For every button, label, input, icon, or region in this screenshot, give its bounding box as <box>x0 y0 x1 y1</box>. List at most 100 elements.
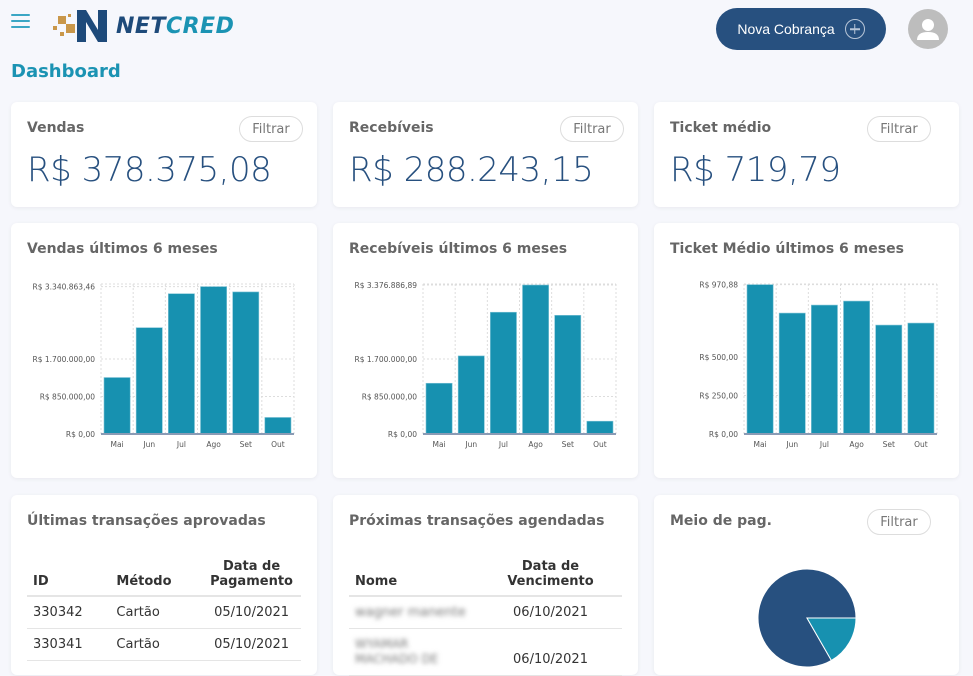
bar-set <box>875 324 903 435</box>
chart-title: Recebíveis últimos 6 meses <box>349 241 568 257</box>
y-tick-label: R$ 970,88 <box>699 281 738 290</box>
y-tick-label: R$ 1.700.000,00 <box>33 355 96 364</box>
avatar[interactable] <box>908 9 948 49</box>
page-title: Dashboard <box>11 61 121 82</box>
bar-ago <box>522 284 549 435</box>
column-header: Data de Vencimento <box>479 559 622 597</box>
cell-id: 330341 <box>27 628 111 661</box>
y-tick-label: R$ 850.000,00 <box>40 393 96 402</box>
stat-value: R$ 719,79 <box>670 150 841 190</box>
x-tick-label: Out <box>593 440 607 449</box>
cell-name: wagner manente <box>349 596 479 629</box>
card-title: Próximas transações agendadas <box>349 513 605 529</box>
y-tick-label: R$ 500,00 <box>699 353 738 362</box>
filter-button[interactable]: Filtrar <box>867 509 931 535</box>
new-charge-button[interactable]: Nova Cobrança <box>716 8 886 50</box>
card-title: Meio de pag. <box>670 513 772 529</box>
cell-id: 330342 <box>27 596 111 629</box>
card-title: Últimas transações aprovadas <box>27 513 266 529</box>
payment-method-pie-chart <box>757 568 857 668</box>
table-row[interactable]: 330341 Cartão 05/10/2021 <box>27 628 301 661</box>
bar-out <box>907 322 935 435</box>
filter-button[interactable]: Filtrar <box>239 116 303 142</box>
bar-jun <box>778 312 806 435</box>
x-tick-label: Jul <box>498 440 508 449</box>
scheduled-transactions-card: Próximas transações agendadas Nome Data d… <box>333 495 638 676</box>
logo-mark-icon <box>53 10 107 42</box>
approved-transactions-card: Últimas transações aprovadas ID Método Dat… <box>11 495 317 675</box>
bar-set <box>554 315 582 435</box>
x-tick-label: Jul <box>819 440 829 449</box>
x-tick-label: Mai <box>754 440 767 449</box>
chart-title: Ticket Médio últimos 6 meses <box>670 241 904 257</box>
scheduled-transactions-table: Nome Data de Vencimento wagner manente 06/… <box>349 559 622 676</box>
bar-ago <box>843 300 870 435</box>
filter-button[interactable]: Filtrar <box>560 116 624 142</box>
bar-ago <box>200 286 227 435</box>
cell-name: WYAMAR MACHADO DE <box>349 628 479 676</box>
stat-card-recebiveis: Recebíveis Filtrar R$ 288.243,15 <box>333 102 638 207</box>
y-tick-label: R$ 850.000,00 <box>362 393 418 402</box>
bar-chart-ticket: R$ 0,00 R$ 250,00 R$ 500,00 R$ 970,88 Mai Jun… <box>699 281 938 449</box>
y-tick-label: R$ 0,00 <box>388 430 417 439</box>
bar-out <box>586 420 614 435</box>
stat-value: R$ 288.243,15 <box>349 150 594 190</box>
x-tick-label: Set <box>240 440 252 449</box>
user-icon <box>917 19 939 40</box>
cell-date: 06/10/2021 <box>479 628 622 676</box>
x-tick-label: Set <box>883 440 895 449</box>
x-tick-label: Jun <box>785 440 798 449</box>
brand-part1: NET <box>116 13 166 39</box>
x-tick-label: Jun <box>142 440 155 449</box>
bar-jun <box>457 355 485 435</box>
bar-mai <box>746 284 774 435</box>
chart-card-ticket: Ticket Médio últimos 6 meses R$ 0,00 R$ 2… <box>654 223 959 478</box>
y-tick-label: R$ 0,00 <box>66 430 95 439</box>
netcred-logo: NETCRED <box>50 8 234 44</box>
x-tick-label: Ago <box>206 440 221 449</box>
cell-date: 05/10/2021 <box>202 596 301 629</box>
column-header: Método <box>110 559 203 597</box>
bar-mai <box>425 382 453 435</box>
new-charge-label: Nova Cobrança <box>737 21 835 37</box>
bar-jul <box>490 311 517 435</box>
y-tick-label: R$ 0,00 <box>709 430 738 439</box>
cell-date: 06/10/2021 <box>479 596 622 629</box>
x-tick-label: Jul <box>176 440 186 449</box>
chart-card-vendas: Vendas últimos 6 meses R$ 0,00 R$ 850.000… <box>11 223 317 478</box>
stat-title: Ticket médio <box>670 120 772 136</box>
x-tick-label: Mai <box>111 440 124 449</box>
x-tick-label: Mai <box>433 440 446 449</box>
x-tick-label: Ago <box>849 440 864 449</box>
bar-chart-recebiveis: R$ 0,00 R$ 850.000,00 R$ 1.700.000,00 R$ 3.… <box>355 281 617 449</box>
y-tick-label: R$ 250,00 <box>699 392 738 401</box>
chart-card-recebiveis: Recebíveis últimos 6 meses R$ 0,00 R$ 850… <box>333 223 638 478</box>
bar-jun <box>135 327 163 435</box>
stat-card-vendas: Vendas Filtrar R$ 378.375,08 <box>11 102 317 207</box>
y-tick-label: R$ 3.376.886,89 <box>355 281 418 290</box>
stat-card-ticket: Ticket médio Filtrar R$ 719,79 <box>654 102 959 207</box>
payment-method-card: Meio de pag. Filtrar <box>654 495 959 675</box>
x-tick-label: Out <box>914 440 928 449</box>
filter-button[interactable]: Filtrar <box>867 116 931 142</box>
table-row[interactable]: WYAMAR MACHADO DE 06/10/2021 <box>349 628 622 676</box>
chart-title: Vendas últimos 6 meses <box>27 241 218 257</box>
y-tick-label: R$ 1.700.000,00 <box>355 355 418 364</box>
approved-transactions-table: ID Método Data de Pagamento 330342 Cartão 05… <box>27 559 301 661</box>
stat-title: Vendas <box>27 120 85 136</box>
cell-method: Cartão <box>110 628 203 661</box>
x-tick-label: Set <box>562 440 574 449</box>
bar-out <box>264 417 292 435</box>
bar-jul <box>811 304 838 435</box>
bar-chart-vendas: R$ 0,00 R$ 850.000,00 R$ 1.700.000,00 R$ 3.… <box>33 283 295 449</box>
table-row[interactable]: wagner manente 06/10/2021 <box>349 596 622 629</box>
cell-method: Cartão <box>110 596 203 629</box>
x-tick-label: Jun <box>464 440 477 449</box>
brand-part2: CRED <box>165 13 235 39</box>
menu-icon[interactable] <box>11 14 30 28</box>
cell-date: 05/10/2021 <box>202 628 301 661</box>
table-row[interactable]: 330342 Cartão 05/10/2021 <box>27 596 301 629</box>
bar-jul <box>168 293 195 435</box>
column-header: Data de Pagamento <box>202 559 301 597</box>
stat-value: R$ 378.375,08 <box>27 150 272 190</box>
